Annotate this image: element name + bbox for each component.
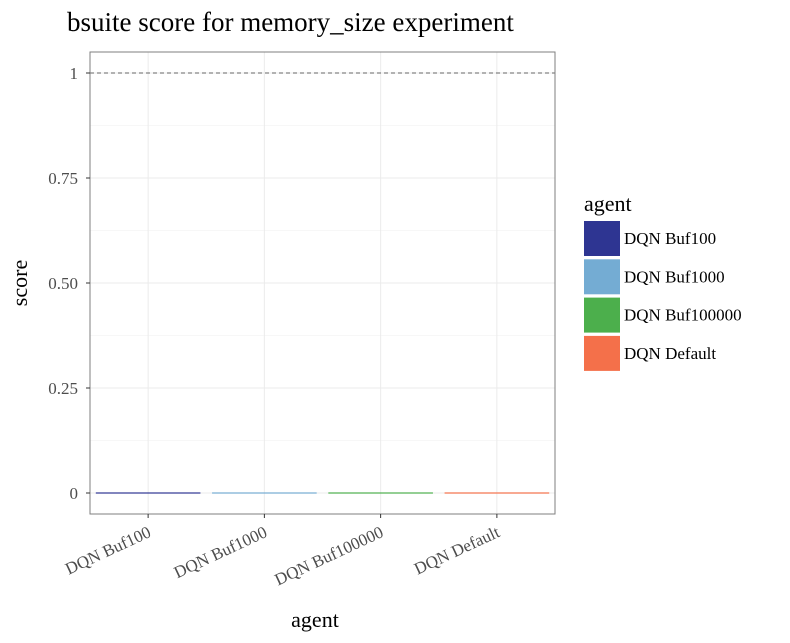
legend-label: DQN Default xyxy=(624,344,716,363)
y-tick-label: 0 xyxy=(70,484,79,503)
x-axis: DQN Buf100 DQN Buf1000 DQN Buf100000 DQN De… xyxy=(62,514,503,589)
y-tick-label: 0.50 xyxy=(48,274,78,293)
gridlines xyxy=(90,52,555,514)
legend-swatch xyxy=(584,335,620,371)
x-tick-label: DQN Buf100000 xyxy=(272,522,387,589)
y-tick-label: 1 xyxy=(70,64,79,83)
y-axis: 0 0.25 0.50 0.75 1 xyxy=(48,64,90,503)
legend-title: agent xyxy=(584,191,632,216)
legend-label: DQN Buf100000 xyxy=(624,306,742,325)
y-tick-label: 0.75 xyxy=(48,169,78,188)
legend-label: DQN Buf100 xyxy=(624,229,716,248)
x-tick-label: DQN Default xyxy=(411,522,503,578)
x-tick-label: DQN Buf100 xyxy=(62,522,153,578)
bar-dqn-default xyxy=(444,492,550,494)
bars xyxy=(95,492,550,494)
chart-title: bsuite score for memory_size experiment xyxy=(67,7,514,37)
bar-dqn-buf100000 xyxy=(328,492,433,494)
bar-dqn-buf1000 xyxy=(212,492,317,494)
legend-swatch xyxy=(584,221,620,256)
y-axis-label: score xyxy=(7,260,32,306)
legend: agent DQN Buf100 DQN Buf1000 DQN Buf100000… xyxy=(584,191,742,371)
bar-dqn-buf100 xyxy=(95,492,201,494)
x-axis-label: agent xyxy=(291,607,339,632)
y-tick-label: 0.25 xyxy=(48,379,78,398)
x-tick-label: DQN Buf1000 xyxy=(171,522,270,582)
legend-swatch xyxy=(584,259,620,295)
legend-label: DQN Buf1000 xyxy=(624,267,725,286)
legend-swatch xyxy=(584,297,620,333)
